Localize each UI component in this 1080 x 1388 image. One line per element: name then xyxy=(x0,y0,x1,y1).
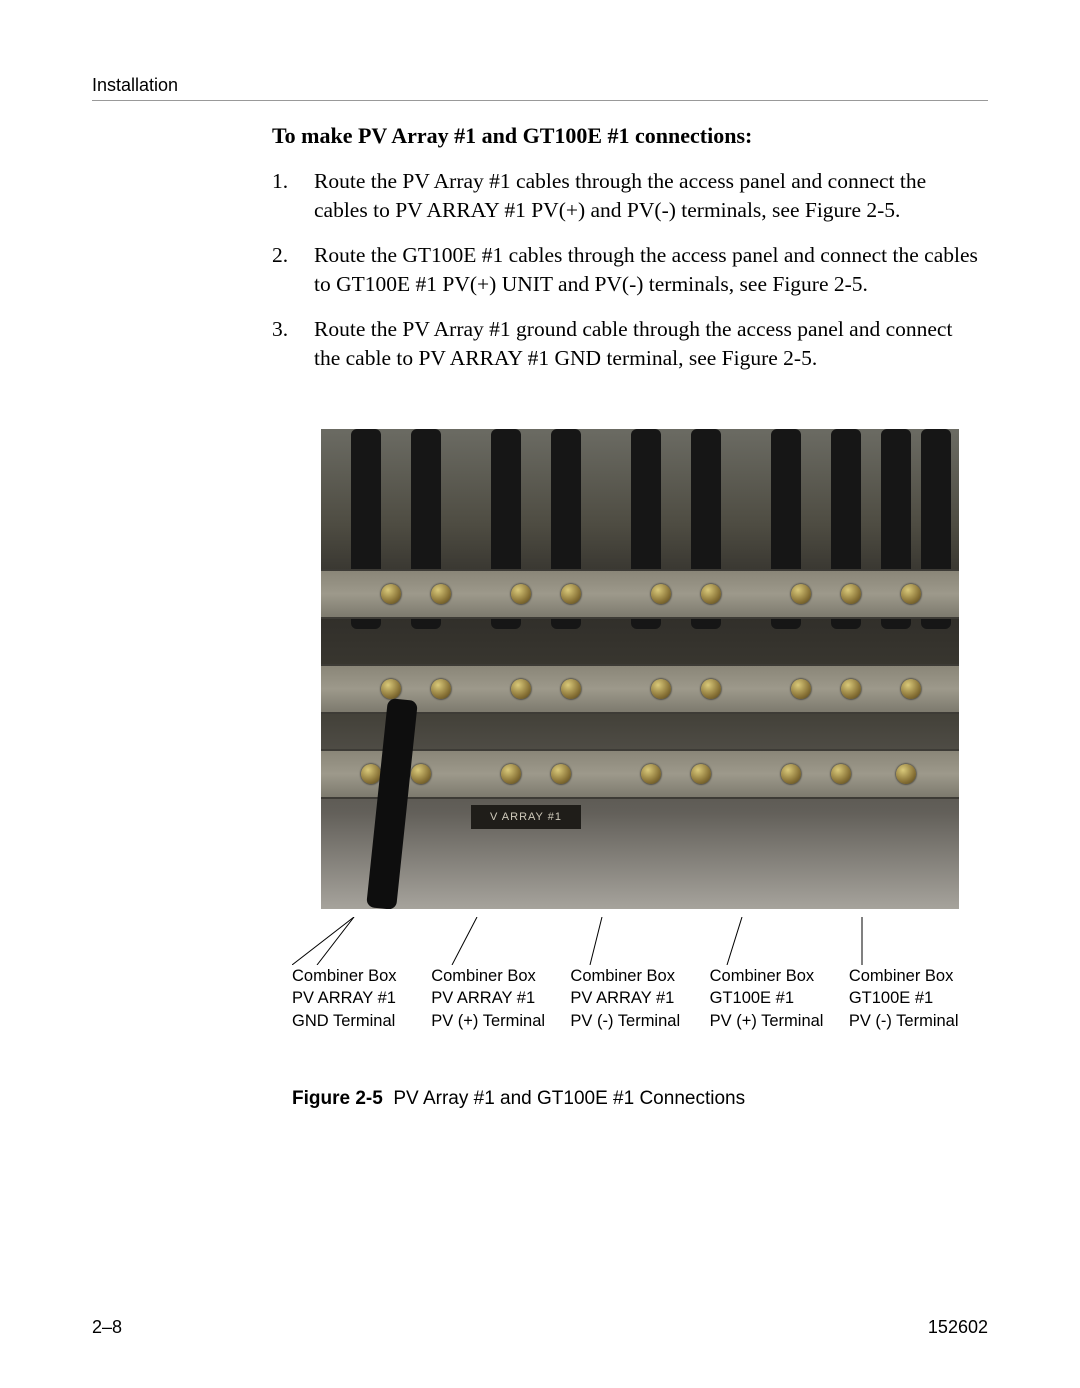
callout: Combiner Box GT100E #1 PV (+) Terminal xyxy=(710,965,849,1032)
figure-block: V ARRAY #1 Combiner Box PV ARRAY #1 GND … xyxy=(292,429,988,1110)
callout-line: PV (-) Terminal xyxy=(849,1010,988,1032)
callout-line: PV (+) Terminal xyxy=(710,1010,849,1032)
page-header: Installation xyxy=(92,75,988,101)
callout-line: PV ARRAY #1 xyxy=(570,987,709,1009)
callout-line: GT100E #1 xyxy=(849,987,988,1009)
callout-line: Combiner Box xyxy=(431,965,570,987)
figure-photo: V ARRAY #1 xyxy=(321,429,959,909)
footer-page-number: 2–8 xyxy=(92,1317,122,1338)
photo-internal-label: V ARRAY #1 xyxy=(471,805,581,829)
main-content: To make PV Array #1 and GT100E #1 connec… xyxy=(92,123,988,1110)
callout-line: PV (+) Terminal xyxy=(431,1010,570,1032)
callout: Combiner Box PV ARRAY #1 PV (-) Terminal xyxy=(570,965,709,1032)
callout-line: GND Terminal xyxy=(292,1010,431,1032)
figure-caption: Figure 2-5 PV Array #1 and GT100E #1 Con… xyxy=(292,1088,988,1110)
callout-line: GT100E #1 xyxy=(710,987,849,1009)
footer-doc-number: 152602 xyxy=(928,1317,988,1338)
procedure-title: To make PV Array #1 and GT100E #1 connec… xyxy=(272,123,978,149)
callout-labels: Combiner Box PV ARRAY #1 GND Terminal Co… xyxy=(292,965,988,1032)
callout: Combiner Box PV ARRAY #1 PV (+) Terminal xyxy=(431,965,570,1032)
step-item: Route the PV Array #1 ground cable throu… xyxy=(272,315,978,373)
callout-line: Combiner Box xyxy=(849,965,988,987)
page-footer: 2–8 152602 xyxy=(92,1317,988,1338)
callout: Combiner Box PV ARRAY #1 GND Terminal xyxy=(292,965,431,1032)
header-section-label: Installation xyxy=(92,75,178,95)
callout-line: PV (-) Terminal xyxy=(570,1010,709,1032)
callout-line: PV ARRAY #1 xyxy=(431,987,570,1009)
step-item: Route the PV Array #1 cables through the… xyxy=(272,167,978,225)
step-item: Route the GT100E #1 cables through the a… xyxy=(272,241,978,299)
procedure-steps: Route the PV Array #1 cables through the… xyxy=(272,167,978,373)
leader-lines xyxy=(292,917,988,965)
callout: Combiner Box GT100E #1 PV (-) Terminal xyxy=(849,965,988,1032)
figure-title: PV Array #1 and GT100E #1 Connections xyxy=(393,1088,745,1109)
callout-line: Combiner Box xyxy=(292,965,431,987)
callout-line: Combiner Box xyxy=(570,965,709,987)
callout-line: PV ARRAY #1 xyxy=(292,987,431,1009)
callout-line: Combiner Box xyxy=(710,965,849,987)
figure-number: Figure 2-5 xyxy=(292,1088,383,1109)
